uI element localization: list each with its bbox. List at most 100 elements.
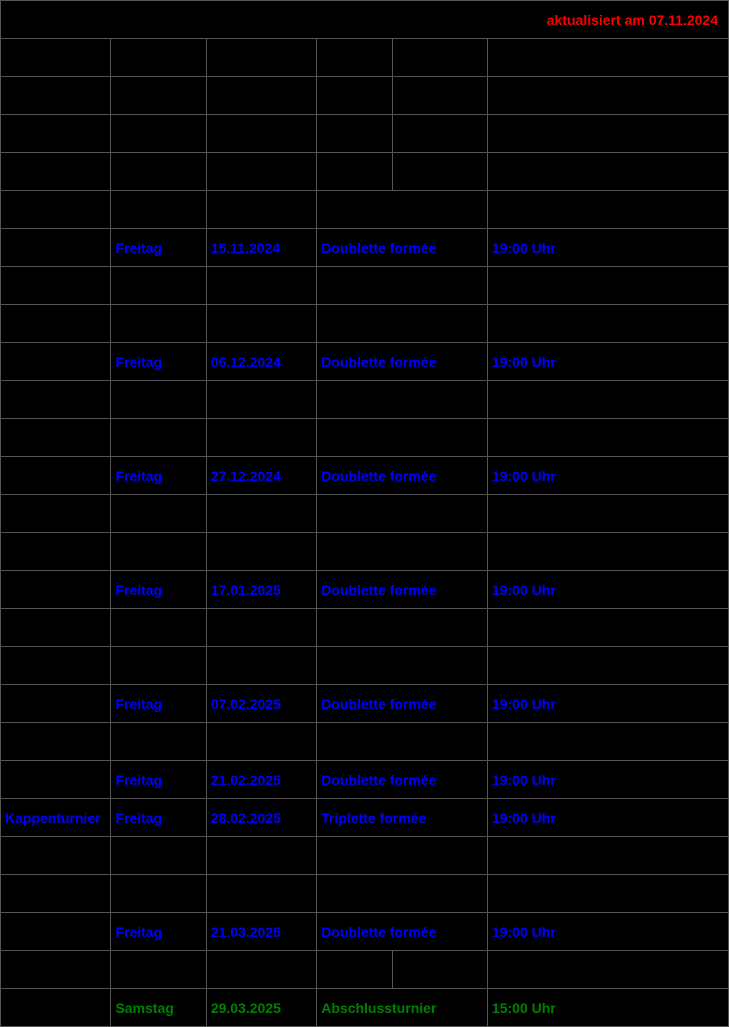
day-cell (111, 305, 206, 343)
empty-cell (206, 951, 316, 989)
format-cell (317, 723, 488, 761)
date-cell (206, 647, 316, 685)
day-cell: Freitag (111, 761, 206, 799)
schedule-table: aktualisiert am 07.11.2024 Freitag 15.11.2… (0, 0, 729, 1027)
time-cell (487, 533, 728, 571)
date-cell (206, 267, 316, 305)
date-cell (206, 723, 316, 761)
empty-cell (487, 77, 728, 115)
table-row: Freitag06.12.2024Doublette formée19:00 U… (1, 343, 729, 381)
update-text: aktualisiert am 07.11.2024 (1, 1, 729, 39)
table-row (1, 381, 729, 419)
event-name (1, 457, 111, 495)
date-cell (206, 533, 316, 571)
table-row (1, 495, 729, 533)
table-row (1, 837, 729, 875)
time-cell: 19:00 Uhr (487, 799, 728, 837)
format-cell: Doublette formée (317, 229, 488, 267)
format-cell: Doublette formée (317, 685, 488, 723)
day-cell (111, 495, 206, 533)
date-cell: 15.11.2024 (206, 229, 316, 267)
event-name (1, 267, 111, 305)
event-name (1, 305, 111, 343)
day-cell (111, 837, 206, 875)
day-cell (111, 533, 206, 571)
event-name (1, 761, 111, 799)
empty-cell (1, 115, 111, 153)
empty-cell (392, 115, 487, 153)
day-cell (111, 875, 206, 913)
date-cell: 21.02.2025 (206, 761, 316, 799)
table-row: KappenturnierFreitag28.02.2025Triplette … (1, 799, 729, 837)
format-cell (317, 495, 488, 533)
time-cell: 15:00 Uhr (487, 989, 728, 1027)
table-row: Freitag21.03.2025Doublette formée19:00 U… (1, 913, 729, 951)
date-cell (206, 419, 316, 457)
empty-cell (317, 39, 392, 77)
format-cell (317, 609, 488, 647)
table-row (1, 77, 729, 115)
day-cell: Freitag (111, 343, 206, 381)
time-cell: 19:00 Uhr (487, 571, 728, 609)
format-cell (317, 533, 488, 571)
empty-cell (392, 951, 487, 989)
date-cell: 06.12.2024 (206, 343, 316, 381)
format-cell: Triplette formée (317, 799, 488, 837)
format-cell (317, 191, 488, 229)
event-name (1, 533, 111, 571)
day-cell (111, 609, 206, 647)
day-cell: Freitag (111, 913, 206, 951)
format-cell: Doublette formée (317, 457, 488, 495)
empty-cell (1, 77, 111, 115)
empty-cell (317, 77, 392, 115)
empty-cell (206, 115, 316, 153)
empty-cell (487, 951, 728, 989)
day-cell: Freitag (111, 571, 206, 609)
empty-cell (206, 77, 316, 115)
date-cell: 27.12.2024 (206, 457, 316, 495)
day-cell (111, 419, 206, 457)
event-name (1, 647, 111, 685)
day-cell (111, 191, 206, 229)
empty-cell (317, 115, 392, 153)
event-name (1, 913, 111, 951)
date-cell: 28.02.2025 (206, 799, 316, 837)
empty-cell (487, 153, 728, 191)
day-cell: Freitag (111, 799, 206, 837)
empty-cell (487, 115, 728, 153)
format-cell: Abschlussturnier (317, 989, 488, 1027)
empty-cell (317, 951, 392, 989)
time-cell (487, 419, 728, 457)
event-name (1, 875, 111, 913)
format-cell (317, 381, 488, 419)
date-cell: 29.03.2025 (206, 989, 316, 1027)
day-cell (111, 723, 206, 761)
event-name (1, 191, 111, 229)
day-cell (111, 381, 206, 419)
empty-cell (392, 39, 487, 77)
empty-cell (487, 39, 728, 77)
day-cell: Freitag (111, 457, 206, 495)
time-cell: 19:00 Uhr (487, 913, 728, 951)
empty-cell (1, 951, 111, 989)
time-cell: 19:00 Uhr (487, 229, 728, 267)
day-cell (111, 647, 206, 685)
table-row (1, 533, 729, 571)
table-row (1, 723, 729, 761)
table-row (1, 647, 729, 685)
event-name (1, 343, 111, 381)
event-name (1, 609, 111, 647)
table-row: Freitag21.02.2025Doublette formée19:00 U… (1, 761, 729, 799)
empty-cell (111, 39, 206, 77)
event-name (1, 989, 111, 1027)
update-row: aktualisiert am 07.11.2024 (1, 1, 729, 39)
date-cell (206, 875, 316, 913)
time-cell (487, 267, 728, 305)
time-cell: 19:00 Uhr (487, 343, 728, 381)
format-cell: Doublette formée (317, 571, 488, 609)
table-row (1, 875, 729, 913)
empty-cell (392, 153, 487, 191)
table-row (1, 609, 729, 647)
time-cell (487, 305, 728, 343)
event-name (1, 685, 111, 723)
